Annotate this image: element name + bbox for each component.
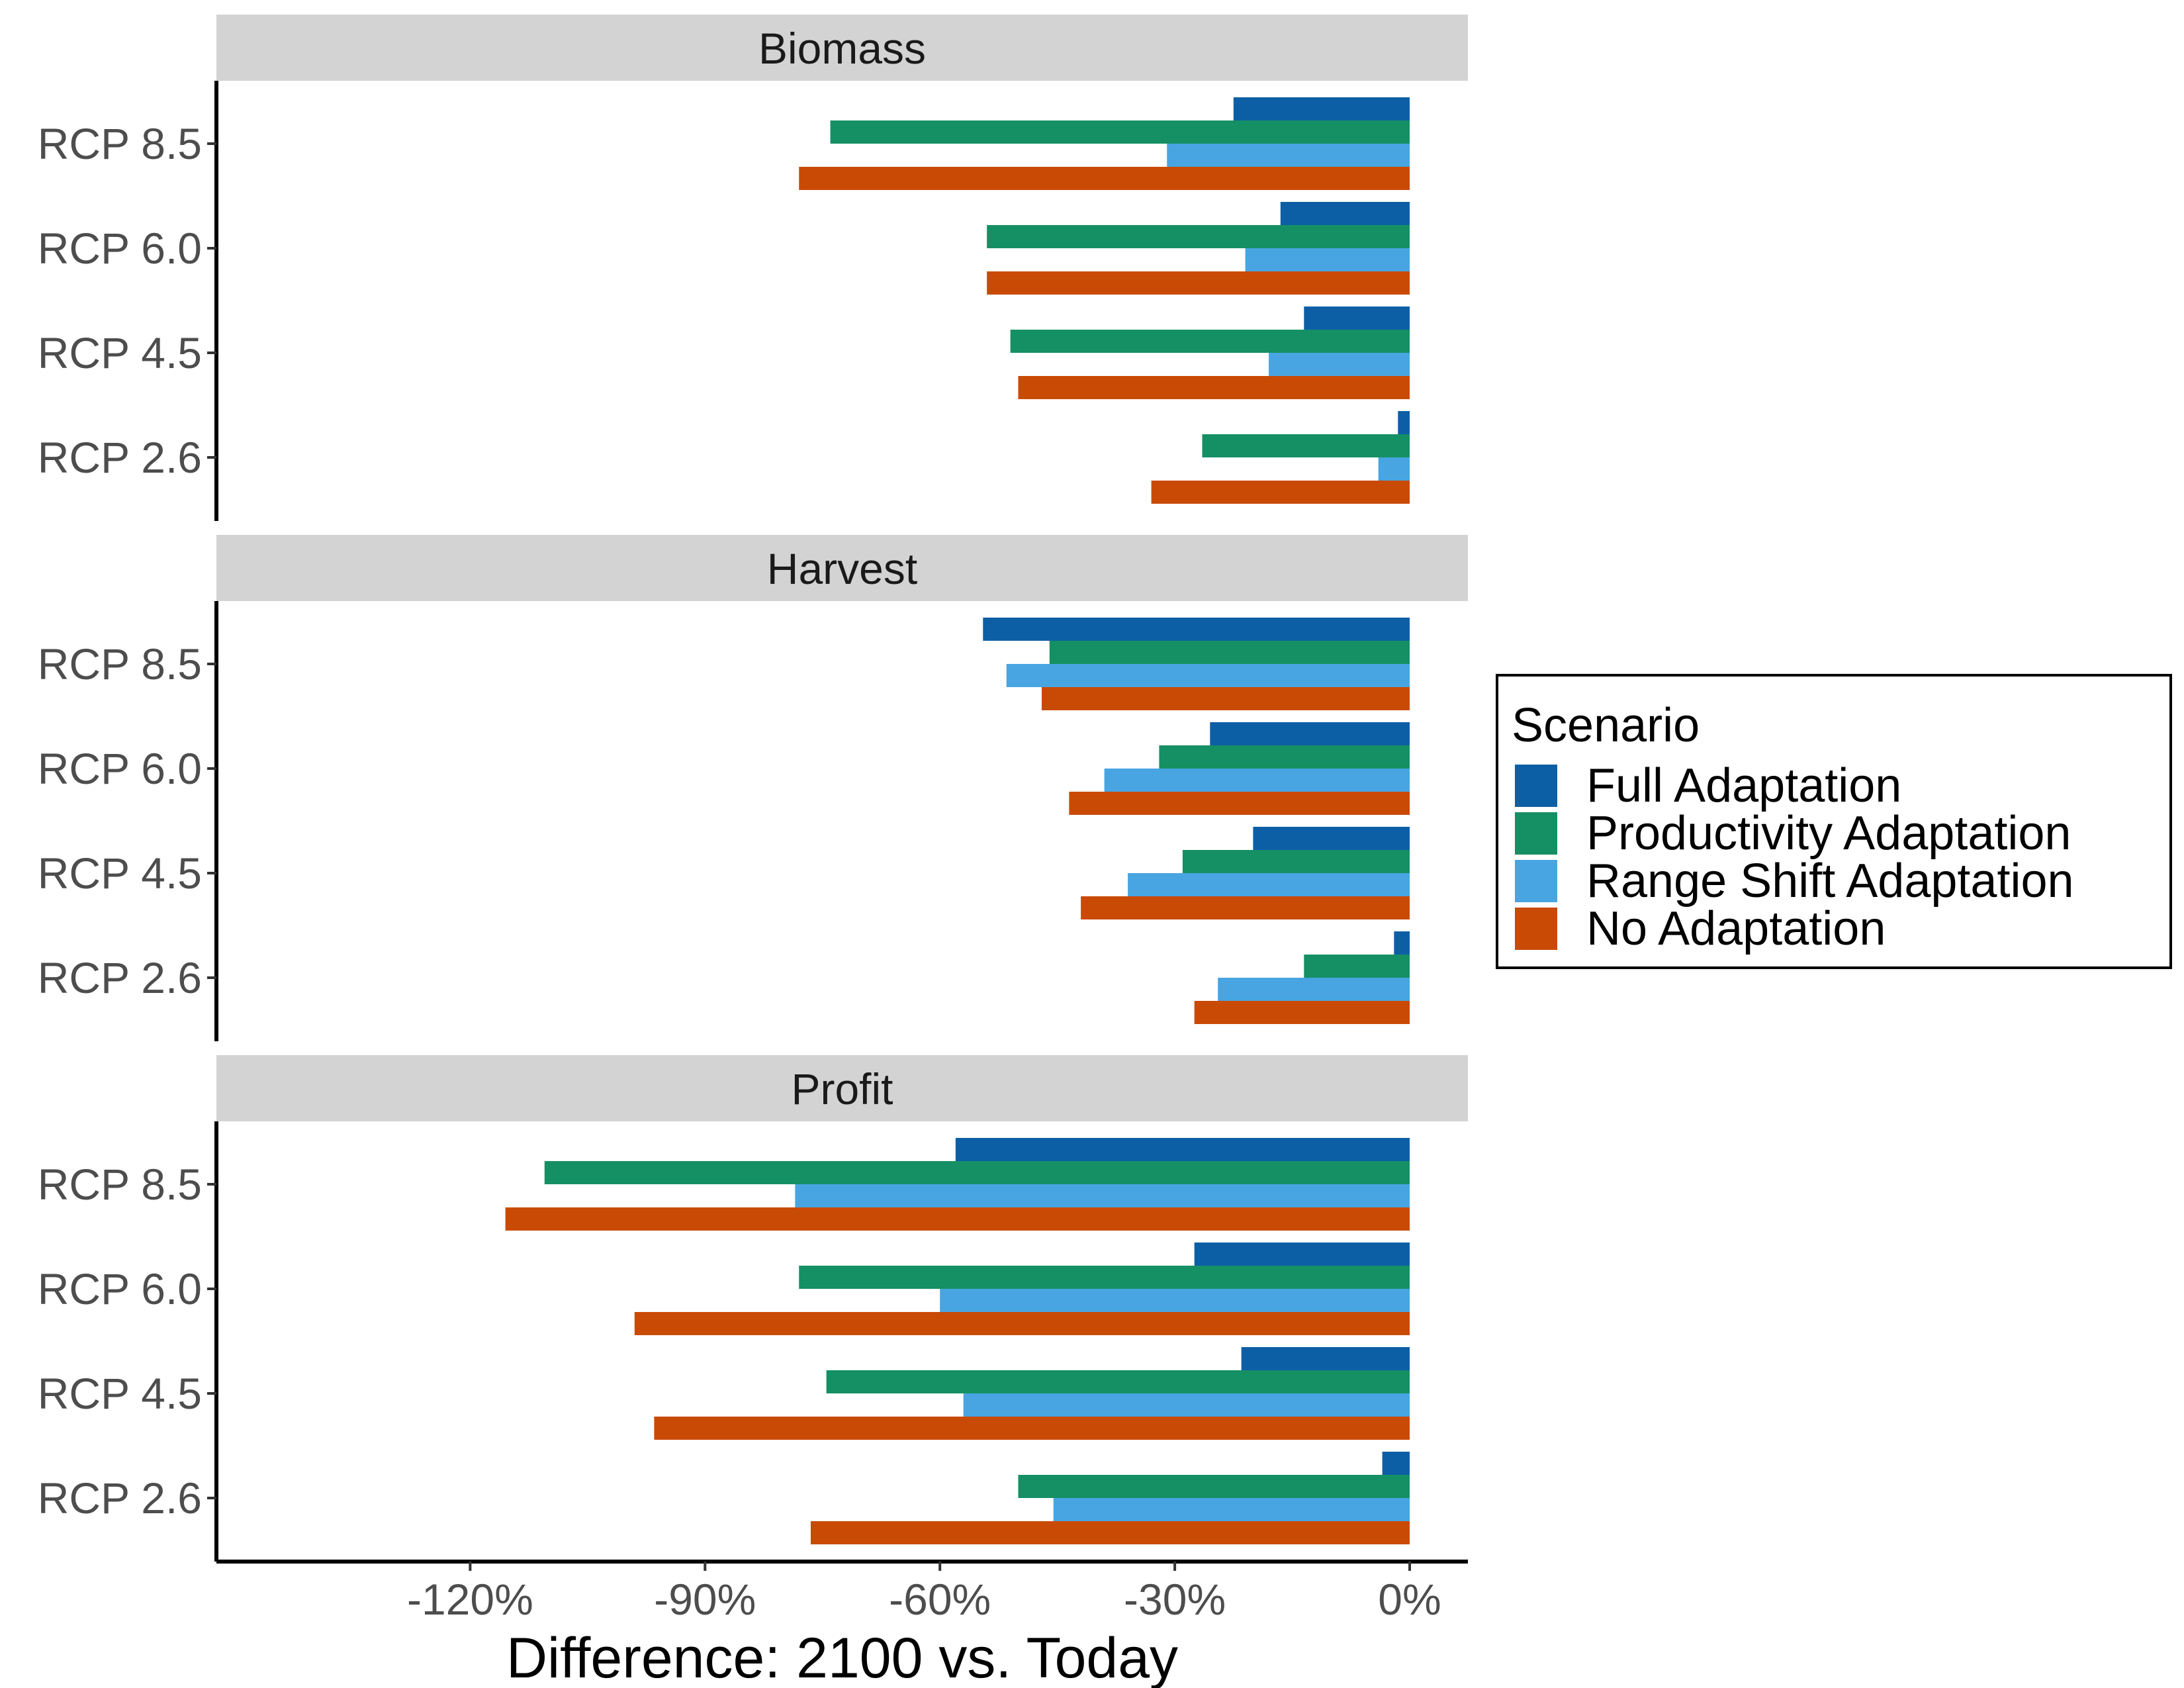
bar-harvest-rcp-2-6-productivity-adaptation: [1304, 955, 1410, 978]
legend-title: Scenario: [1512, 699, 1700, 752]
x-tick-label: -90%: [654, 1575, 756, 1624]
bar-biomass-rcp-8-5-full-adaptation: [1233, 97, 1410, 120]
panel-strip: [216, 1055, 1468, 1121]
panel-strip: [216, 535, 1468, 601]
x-axis-title: Difference: 2100 vs. Today: [506, 1626, 1178, 1688]
bar-profit-rcp-6-0-productivity-adaptation: [799, 1266, 1410, 1289]
panel-title: Harvest: [767, 544, 917, 593]
y-tick-label: RCP 4.5: [38, 328, 202, 377]
bar-harvest-rcp-4-5-range-shift-adaptation: [1128, 873, 1410, 896]
y-tick-label: RCP 6.0: [38, 1264, 202, 1313]
panel-harvest: Harvest RCP 8.5 RCP 6.0 RCP 4.5 RCP 2.6: [38, 535, 1468, 1041]
bar-harvest-rcp-6-0-productivity-adaptation: [1159, 745, 1410, 769]
legend-key-productivity-adaptation: [1515, 812, 1557, 855]
bar-harvest-rcp-8-5-range-shift-adaptation: [1006, 664, 1410, 687]
bar-harvest-rcp-4-5-productivity-adaptation: [1182, 850, 1410, 873]
legend-label-productivity-adaptation: Productivity Adaptation: [1586, 807, 2071, 860]
y-tick-label: RCP 8.5: [38, 119, 202, 168]
bar-profit-rcp-8-5-range-shift-adaptation: [795, 1184, 1410, 1207]
bar-harvest-rcp-2-6-range-shift-adaptation: [1218, 978, 1410, 1001]
bar-profit-rcp-2-6-range-shift-adaptation: [1053, 1498, 1410, 1521]
bar-biomass-rcp-6-0-range-shift-adaptation: [1245, 248, 1410, 271]
y-tick-label: RCP 2.6: [38, 953, 202, 1002]
bar-profit-rcp-6-0-no-adaptation: [634, 1312, 1410, 1335]
bar-profit-rcp-4-5-no-adaptation: [654, 1417, 1410, 1440]
bar-biomass-rcp-2-6-productivity-adaptation: [1202, 434, 1410, 457]
legend-key-no-adaptation: [1515, 908, 1557, 950]
bar-harvest-rcp-8-5-no-adaptation: [1041, 687, 1410, 710]
bar-biomass-rcp-4-5-range-shift-adaptation: [1269, 353, 1410, 376]
y-tick-label: RCP 8.5: [38, 639, 202, 688]
y-tick-label: RCP 8.5: [38, 1160, 202, 1209]
x-axis: -120% -90% -60% -30% 0%: [216, 1560, 1468, 1624]
bar-harvest-rcp-4-5-no-adaptation: [1081, 896, 1410, 919]
legend-label-range-shift-adaptation: Range Shift Adaptation: [1586, 855, 2074, 908]
bar-harvest-rcp-2-6-no-adaptation: [1194, 1001, 1410, 1024]
bar-biomass-rcp-4-5-productivity-adaptation: [1010, 330, 1410, 353]
panel-title: Biomass: [758, 24, 926, 73]
bar-biomass-rcp-4-5-full-adaptation: [1304, 306, 1410, 330]
legend-label-no-adaptation: No Adaptation: [1586, 902, 1886, 955]
bar-harvest-rcp-6-0-no-adaptation: [1069, 792, 1410, 815]
legend-key-range-shift-adaptation: [1515, 860, 1557, 902]
bar-profit-rcp-4-5-range-shift-adaptation: [963, 1393, 1410, 1417]
panel-title: Profit: [791, 1064, 893, 1113]
bar-harvest-rcp-8-5-productivity-adaptation: [1049, 641, 1410, 664]
x-tick-label: -60%: [889, 1575, 991, 1624]
x-tick-label: 0%: [1378, 1575, 1441, 1624]
y-tick-label: RCP 4.5: [38, 1369, 202, 1418]
bar-biomass-rcp-2-6-range-shift-adaptation: [1378, 457, 1410, 481]
bar-biomass-rcp-8-5-no-adaptation: [799, 167, 1410, 190]
legend-label-full-adaptation: Full Adaptation: [1586, 759, 1901, 812]
bar-profit-rcp-2-6-productivity-adaptation: [1018, 1475, 1410, 1498]
panel-profit: Profit RCP 8.5 RCP 6.0 RCP 4.5 RCP 2.6: [38, 1055, 1468, 1562]
bar-profit-rcp-6-0-full-adaptation: [1194, 1243, 1410, 1266]
y-tick-label: RCP 2.6: [38, 1474, 202, 1523]
bar-profit-rcp-2-6-full-adaptation: [1382, 1452, 1410, 1475]
bar-harvest-rcp-8-5-full-adaptation: [983, 618, 1410, 641]
bar-profit-rcp-2-6-no-adaptation: [811, 1521, 1410, 1544]
legend-box: [1496, 674, 2172, 969]
panel-biomass: Biomass RCP 8.5 RCP 6.0 RCP 4.5 RCP 2.6: [38, 15, 1468, 521]
bar-profit-rcp-4-5-productivity-adaptation: [826, 1370, 1410, 1393]
x-tick-label: -120%: [407, 1575, 533, 1624]
y-tick-label: RCP 4.5: [38, 849, 202, 898]
y-tick-label: RCP 2.6: [38, 433, 202, 482]
legend-key-full-adaptation: [1515, 765, 1557, 807]
bar-biomass-rcp-6-0-full-adaptation: [1280, 202, 1410, 225]
bar-harvest-rcp-4-5-full-adaptation: [1253, 827, 1410, 850]
bar-harvest-rcp-6-0-full-adaptation: [1210, 722, 1410, 745]
bar-biomass-rcp-8-5-productivity-adaptation: [830, 120, 1410, 144]
bar-harvest-rcp-2-6-full-adaptation: [1394, 931, 1410, 955]
x-tick-label: -30%: [1124, 1575, 1226, 1624]
bar-profit-rcp-4-5-full-adaptation: [1241, 1347, 1410, 1370]
y-tick-label: RCP 6.0: [38, 224, 202, 273]
bar-profit-rcp-8-5-productivity-adaptation: [544, 1161, 1410, 1184]
bar-biomass-rcp-4-5-no-adaptation: [1018, 376, 1410, 399]
bar-profit-rcp-8-5-no-adaptation: [505, 1207, 1410, 1231]
bar-biomass-rcp-6-0-no-adaptation: [987, 271, 1410, 295]
bar-biomass-rcp-2-6-no-adaptation: [1151, 481, 1410, 504]
bar-profit-rcp-8-5-full-adaptation: [955, 1138, 1410, 1161]
bar-biomass-rcp-6-0-productivity-adaptation: [987, 225, 1410, 248]
bar-biomass-rcp-2-6-full-adaptation: [1398, 411, 1410, 434]
panel-strip: [216, 15, 1468, 81]
bar-biomass-rcp-8-5-range-shift-adaptation: [1167, 144, 1410, 167]
bar-harvest-rcp-6-0-range-shift-adaptation: [1104, 769, 1410, 792]
bar-profit-rcp-6-0-range-shift-adaptation: [940, 1289, 1410, 1312]
y-tick-label: RCP 6.0: [38, 744, 202, 793]
